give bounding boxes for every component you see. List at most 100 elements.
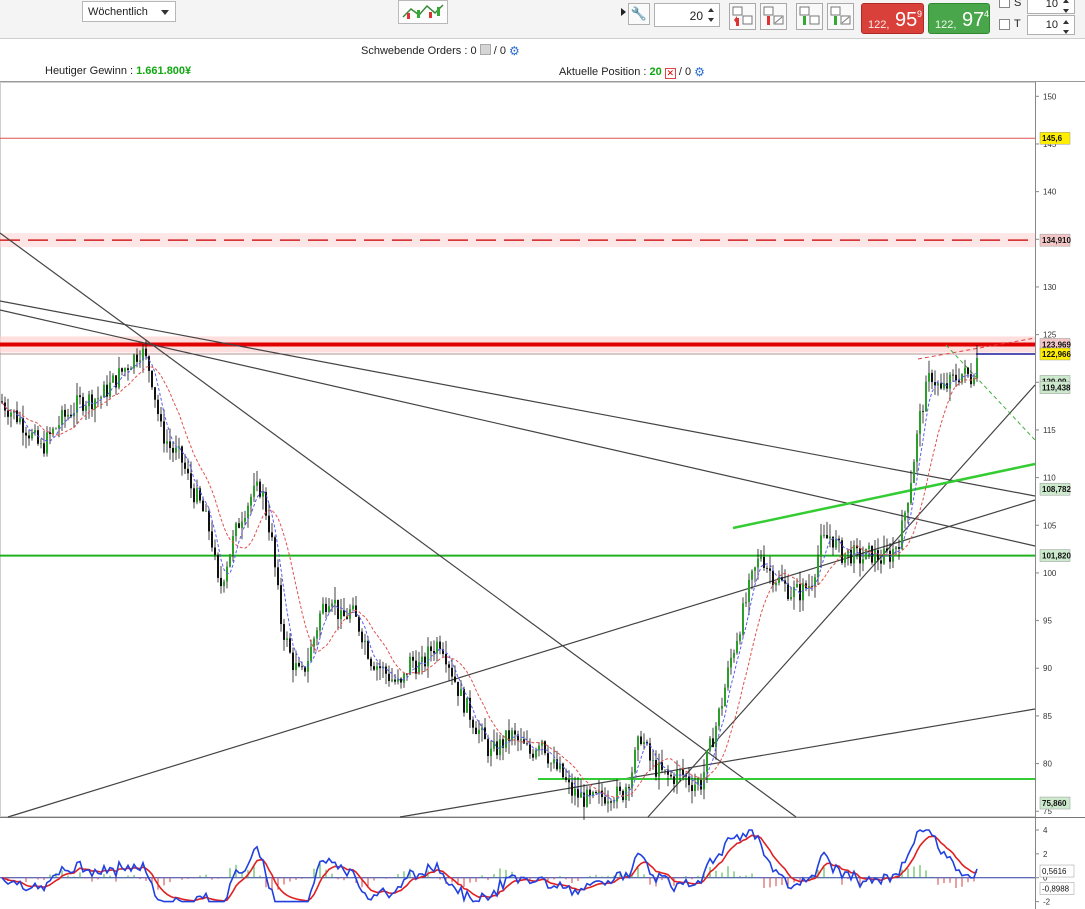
- candle-body: [931, 372, 933, 383]
- candle-body: [880, 560, 882, 564]
- sell-price-button[interactable]: 122, 95 9: [861, 3, 924, 34]
- candle-body: [28, 435, 30, 439]
- candle-body: [571, 782, 573, 796]
- chart-area[interactable]: 1501451401351301251201151101051009590858…: [0, 81, 1085, 909]
- price-tag: [1039, 131, 1071, 145]
- gear-icon[interactable]: ⚙: [509, 44, 520, 58]
- candle-body: [865, 548, 867, 560]
- candle-body: [346, 616, 348, 619]
- candle-body: [658, 762, 660, 777]
- candle-body: [286, 638, 288, 640]
- candles: [1, 340, 978, 820]
- candle-body: [343, 610, 345, 617]
- trendline: [0, 300, 1036, 497]
- spin-icon[interactable]: [708, 7, 716, 23]
- candle-body: [226, 566, 228, 582]
- candle-body: [457, 681, 459, 696]
- candle-body: [673, 776, 675, 784]
- order-sell-limit-button[interactable]: [729, 3, 756, 30]
- moving-averages: [1, 355, 978, 802]
- info-bar: Schwebende Orders : 0 / 0 ⚙ Heutiger Gew…: [0, 39, 1085, 81]
- candle-body: [562, 763, 564, 778]
- macd-price-tag: [1039, 882, 1075, 895]
- candle-body: [754, 567, 756, 571]
- candle-body: [82, 397, 84, 411]
- macd-y-tick-label: 4: [1043, 826, 1048, 835]
- y-tick-label: 75: [1043, 807, 1052, 816]
- candle-body: [547, 753, 549, 764]
- candle-body: [940, 383, 942, 389]
- candle-body: [133, 354, 135, 369]
- candle-body: [325, 603, 327, 613]
- order-buy-stop-button[interactable]: [827, 3, 854, 30]
- t-checkbox[interactable]: [999, 19, 1010, 30]
- order-sell-stop-button[interactable]: [760, 3, 787, 30]
- candle-body: [373, 666, 375, 670]
- candle-body: [499, 739, 501, 756]
- close-icon[interactable]: [479, 44, 491, 55]
- candle-body: [745, 602, 747, 604]
- candle-body: [217, 554, 219, 578]
- candle-body: [823, 535, 825, 536]
- play-icon[interactable]: [621, 8, 626, 16]
- candle-body: [400, 678, 402, 683]
- candle-body: [676, 770, 678, 784]
- gear-icon[interactable]: ⚙: [694, 65, 705, 79]
- candle-body: [724, 687, 726, 707]
- y-tick-label: 95: [1043, 617, 1052, 626]
- candle-body: [391, 679, 393, 682]
- t-stepper[interactable]: 10: [1027, 15, 1075, 35]
- candle-body: [742, 603, 744, 635]
- t-label: T: [1014, 18, 1021, 30]
- price-chart[interactable]: 1501451401351301251201151101051009590858…: [0, 82, 1085, 909]
- candle-body: [280, 585, 282, 625]
- y-tick-label: 85: [1043, 712, 1052, 721]
- candle-body: [451, 667, 453, 677]
- candle-body: [595, 791, 597, 794]
- order-sell-icon: [732, 6, 753, 26]
- spin-icon[interactable]: [1063, 0, 1071, 14]
- candle-body: [319, 613, 321, 631]
- candle-body: [928, 372, 930, 382]
- price-tag: [1039, 482, 1071, 496]
- y-tick-label: 115: [1043, 426, 1056, 435]
- candle-body: [700, 780, 702, 790]
- close-icon[interactable]: ✕: [664, 68, 676, 79]
- candle-body: [100, 397, 102, 399]
- spin-icon[interactable]: [1063, 19, 1071, 35]
- candle-body: [307, 660, 309, 672]
- macd-y-tick-label: -2: [1043, 898, 1051, 907]
- quantity-stepper[interactable]: 20: [654, 3, 720, 27]
- candle-body: [889, 550, 891, 562]
- candle-body: [850, 549, 852, 564]
- candle-body: [826, 535, 828, 539]
- candle-body: [301, 666, 303, 668]
- candle-body: [475, 727, 477, 734]
- candle-body: [337, 599, 339, 619]
- candle-body: [694, 784, 696, 792]
- wrench-icon[interactable]: 🔧: [628, 3, 650, 25]
- buy-price-button[interactable]: 122, 97 4: [928, 3, 990, 34]
- candle-body: [184, 462, 186, 469]
- candle-body: [187, 468, 189, 474]
- s-checkbox[interactable]: [999, 0, 1010, 8]
- macd-y-tick-label: 2: [1043, 850, 1048, 859]
- chart-type-button[interactable]: [398, 0, 448, 24]
- candle-body: [757, 558, 759, 568]
- chart-trend-icon: [402, 4, 444, 19]
- trendline: [7, 499, 1036, 818]
- s-stepper[interactable]: 10: [1027, 0, 1075, 14]
- price-tag-label: 75,860: [1042, 799, 1067, 808]
- order-buy-limit-button[interactable]: [796, 3, 823, 30]
- candle-body: [604, 797, 606, 804]
- candle-body: [193, 488, 195, 503]
- macd-price-tag-label: -0,8988: [1042, 884, 1070, 893]
- macd-panel: 4 2 0 -2 0,5616 -0,8988: [0, 826, 1075, 907]
- candle-body: [304, 666, 306, 672]
- candle-body: [835, 538, 837, 548]
- timeframe-select[interactable]: Wöchentlich: [82, 1, 176, 22]
- candle-body: [688, 776, 690, 786]
- candle-body: [430, 646, 432, 651]
- candle-body: [652, 759, 654, 761]
- candle-body: [112, 375, 114, 383]
